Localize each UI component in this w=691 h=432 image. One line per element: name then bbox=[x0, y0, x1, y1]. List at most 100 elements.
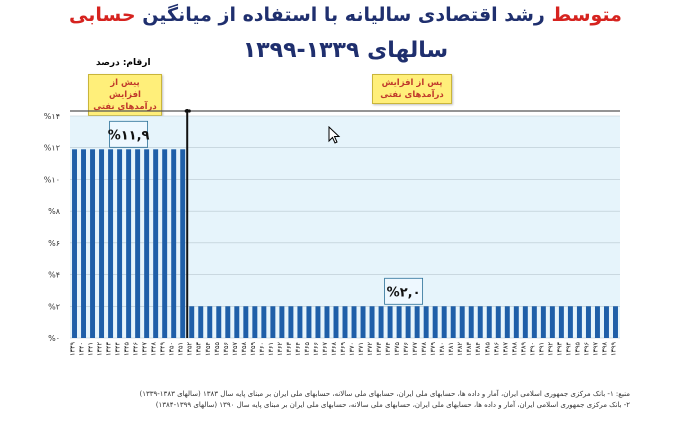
bar bbox=[90, 149, 96, 338]
x-tick-label: ۱۳۹۴ bbox=[564, 341, 572, 355]
bar bbox=[459, 306, 465, 338]
bar bbox=[432, 306, 438, 338]
bar bbox=[207, 306, 213, 338]
chart-title-line2: سالهای ۱۳۳۹-۱۳۹۹ bbox=[242, 38, 449, 63]
bar bbox=[351, 306, 357, 338]
bar bbox=[252, 306, 258, 338]
bar bbox=[342, 306, 348, 338]
bar bbox=[549, 306, 555, 338]
x-tick-label: ۱۳۷۳ bbox=[375, 341, 383, 355]
x-tick-label: ۱۳۴۳ bbox=[105, 341, 113, 355]
x-tick-label: ۱۳۶۱ bbox=[267, 342, 275, 356]
bar bbox=[297, 306, 303, 338]
x-tick-label: ۱۳۳۹ bbox=[69, 341, 77, 355]
x-tick-label: ۱۳۹۱ bbox=[537, 342, 545, 356]
x-tick-label: ۱۳۹۶ bbox=[582, 342, 590, 356]
x-tick-label: ۱۳۴۱ bbox=[87, 342, 95, 356]
bar bbox=[279, 306, 285, 338]
x-tick-label: ۱۳۶۳ bbox=[285, 341, 293, 355]
bar bbox=[423, 306, 429, 338]
bar bbox=[531, 306, 537, 338]
x-tick-label: ۱۳۹۰ bbox=[528, 342, 536, 356]
bar bbox=[108, 149, 114, 338]
bar bbox=[153, 149, 159, 338]
x-tick-label: ۱۳۴۰ bbox=[78, 342, 86, 356]
title-red-word: متوسط bbox=[551, 4, 622, 26]
x-tick-label: ۱۳۴۲ bbox=[96, 341, 104, 355]
bar bbox=[126, 149, 132, 338]
split-marker bbox=[187, 109, 191, 113]
bar bbox=[522, 306, 528, 338]
x-tick-label: ۱۳۵۳ bbox=[195, 341, 203, 355]
x-tick-label: ۱۳۵۱ bbox=[177, 342, 185, 356]
x-tick-label: ۱۳۸۴ bbox=[474, 341, 482, 355]
bar bbox=[567, 306, 573, 338]
x-tick-label: ۱۳۷۱ bbox=[357, 342, 365, 356]
bar bbox=[216, 306, 222, 338]
bar bbox=[540, 306, 546, 338]
tag-after-oil: پس از افزایش درآمدهای نفتی bbox=[372, 74, 452, 104]
bar bbox=[468, 306, 474, 338]
bar bbox=[324, 306, 330, 338]
bar bbox=[270, 306, 276, 338]
y-tick-label: %۶ bbox=[48, 239, 60, 248]
x-tick-label: ۱۳۸۵ bbox=[483, 341, 491, 355]
x-tick-label: ۱۳۶۰ bbox=[258, 342, 266, 356]
bar bbox=[198, 306, 204, 338]
x-tick-label: ۱۳۷۹ bbox=[429, 341, 437, 355]
bar bbox=[450, 306, 456, 338]
x-tick-label: ۱۳۵۶ bbox=[222, 342, 230, 356]
bar bbox=[315, 306, 321, 338]
bar bbox=[513, 306, 519, 338]
x-tick-label: ۱۳۶۲ bbox=[276, 341, 284, 355]
bar bbox=[558, 306, 564, 338]
bar bbox=[495, 306, 501, 338]
bar bbox=[405, 306, 411, 338]
x-tick-label: ۱۳۸۶ bbox=[492, 342, 500, 356]
x-tick-label: ۱۳۸۰ bbox=[438, 342, 446, 356]
x-tick-label: ۱۳۸۲ bbox=[456, 341, 464, 355]
value-label: %۲,۰ bbox=[387, 285, 421, 300]
x-tick-label: ۱۳۴۴ bbox=[114, 341, 122, 355]
x-tick-label: ۱۳۴۶ bbox=[132, 342, 140, 356]
bar bbox=[333, 306, 339, 338]
bar bbox=[243, 306, 249, 338]
title-middle: رشد اقتصادی سالیانه با استفاده از میانگی… bbox=[142, 4, 545, 26]
x-tick-label: ۱۳۶۶ bbox=[312, 342, 320, 356]
source-note-1: منبع: ۱- بانک مرکزی جمهوری اسلامی ایران،… bbox=[139, 390, 630, 398]
bar bbox=[504, 306, 510, 338]
x-tick-label: ۱۳۹۲ bbox=[546, 341, 554, 355]
x-tick-label: ۱۳۶۸ bbox=[330, 341, 338, 355]
x-tick-label: ۱۳۵۸ bbox=[240, 341, 248, 355]
y-tick-label: %۲ bbox=[48, 302, 60, 311]
bar bbox=[72, 149, 77, 338]
bar bbox=[594, 306, 600, 338]
bar bbox=[306, 306, 312, 338]
x-tick-label: ۱۳۸۸ bbox=[510, 341, 518, 355]
plot-background bbox=[70, 116, 620, 338]
bar bbox=[387, 306, 393, 338]
x-tick-label: ۱۳۴۸ bbox=[150, 341, 158, 355]
bar bbox=[99, 149, 105, 338]
x-tick-label: ۱۳۸۱ bbox=[447, 342, 455, 356]
x-tick-label: ۱۳۷۷ bbox=[411, 341, 419, 355]
chart-title-line1: متوسط رشد اقتصادی سالیانه با استفاده از … bbox=[0, 4, 691, 26]
bar bbox=[576, 306, 582, 338]
x-tick-label: ۱۳۹۸ bbox=[600, 341, 608, 355]
x-tick-label: ۱۳۸۹ bbox=[519, 341, 527, 355]
x-tick-label: ۱۳۷۲ bbox=[366, 341, 374, 355]
y-tick-label: %۸ bbox=[48, 207, 61, 216]
split-marker bbox=[184, 109, 188, 113]
x-tick-label: ۱۳۵۹ bbox=[249, 341, 257, 355]
y-tick-label: %۱۴ bbox=[44, 112, 60, 121]
bar bbox=[171, 149, 177, 338]
bar bbox=[369, 306, 375, 338]
bar bbox=[261, 306, 267, 338]
x-tick-label: ۱۳۷۸ bbox=[420, 341, 428, 355]
x-tick-label: ۱۳۴۹ bbox=[159, 341, 167, 355]
x-tick-label: ۱۳۷۰ bbox=[348, 342, 356, 356]
bar bbox=[414, 306, 420, 338]
bar bbox=[81, 149, 87, 338]
x-tick-label: ۱۳۷۶ bbox=[402, 342, 410, 356]
